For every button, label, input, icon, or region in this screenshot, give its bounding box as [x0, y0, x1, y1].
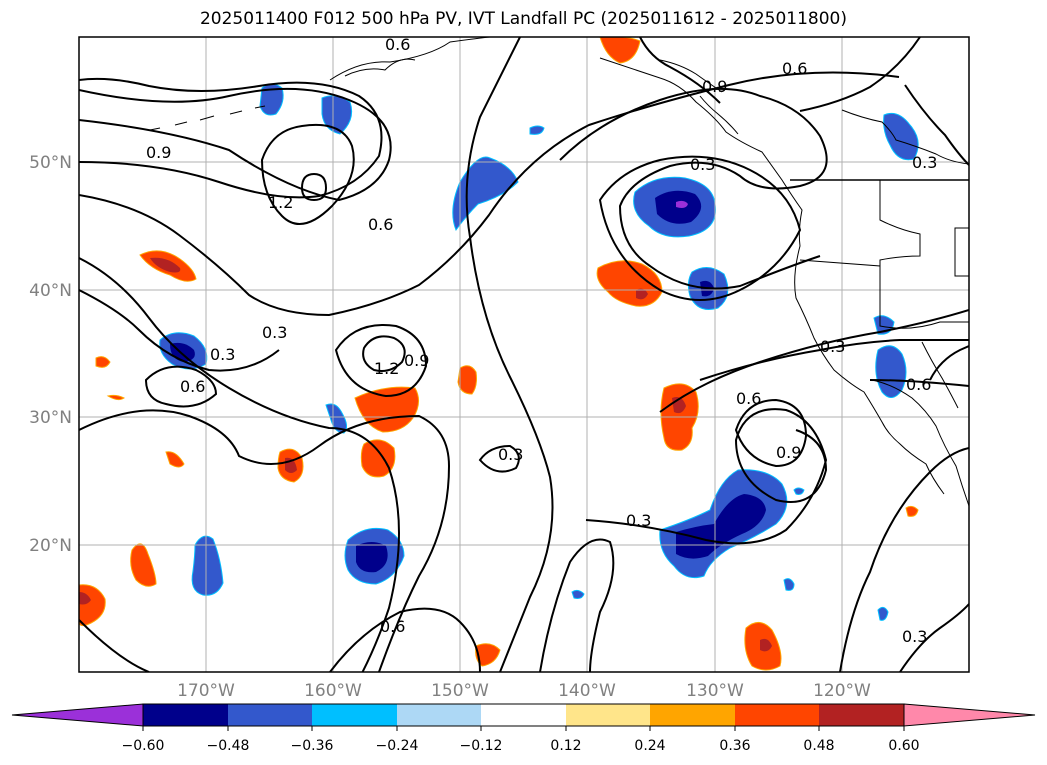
contour-label: 0.9 — [702, 77, 727, 96]
colorbar-cell — [566, 704, 650, 726]
shade-negative — [676, 200, 688, 208]
colorbar-tick-label: −0.60 — [122, 738, 165, 754]
contour-label: 0.3 — [820, 337, 845, 356]
lon-label-150w: 150°W — [431, 681, 489, 701]
latitude-labels: 50°N 40°N 30°N 20°N — [29, 153, 72, 556]
contour-label: 0.9 — [776, 443, 801, 462]
lon-label-140w: 140°W — [558, 681, 616, 701]
lon-label-170w: 170°W — [177, 681, 235, 701]
contour-label: 0.3 — [210, 345, 235, 364]
shade-negative — [325, 403, 348, 434]
contour-label: 0.3 — [902, 627, 927, 646]
shade-positive — [95, 356, 111, 368]
contour-label: 0.6 — [782, 59, 807, 78]
shade-negative — [783, 578, 795, 591]
lon-label-160w: 160°W — [304, 681, 362, 701]
shade-positive — [475, 643, 501, 667]
shade-negative — [793, 487, 805, 495]
lat-label-20n: 20°N — [29, 536, 72, 556]
map-frame — [78, 36, 970, 673]
colorbar-cell — [228, 704, 312, 726]
colorbar-cell — [735, 704, 819, 726]
colorbar-tick-label: 0.36 — [719, 738, 750, 754]
shade-negative — [875, 345, 907, 398]
contour-label: 0.3 — [262, 323, 287, 342]
colorbar-cell — [903, 703, 1036, 727]
lon-label-120w: 120°W — [813, 681, 871, 701]
contour-label: 0.3 — [912, 153, 937, 172]
contours — [79, 37, 969, 672]
contour-label: 0.6 — [380, 617, 405, 636]
longitude-labels: 170°W 160°W 150°W 140°W 130°W 120°W — [177, 681, 871, 701]
contour-label: 0.9 — [404, 351, 429, 370]
shade-negative — [883, 112, 919, 161]
lon-label-130w: 130°W — [686, 681, 744, 701]
map-panel: 0.6 0.9 1.2 0.6 0.3 0.3 0.6 1.2 0.9 0.3 … — [79, 35, 969, 672]
shade-positive — [599, 37, 641, 64]
map-title: 2025011400 F012 500 hPa PV, IVT Landfall… — [199, 9, 847, 29]
contour-label: 0.6 — [180, 377, 205, 396]
colorbar-tick-label: 0.12 — [550, 738, 581, 754]
shade-positive — [150, 257, 181, 273]
shade-positive — [905, 505, 919, 517]
contour-labels: 0.6 0.9 1.2 0.6 0.3 0.3 0.6 1.2 0.9 0.3 … — [146, 35, 937, 646]
colorbar-tick-label: 0.48 — [803, 738, 834, 754]
contour-label: 0.6 — [906, 375, 931, 394]
contour-label: 0.3 — [690, 155, 715, 174]
lat-label-30n: 30°N — [29, 408, 72, 428]
contour-label: 0.6 — [736, 389, 761, 408]
contour-label: 0.9 — [146, 143, 171, 162]
colorbar-cell — [397, 704, 481, 726]
lat-label-50n: 50°N — [29, 153, 72, 173]
contour-label: 1.2 — [268, 193, 293, 212]
shade-negative — [877, 606, 889, 621]
shade-negative — [356, 542, 388, 573]
shade-positive — [106, 394, 125, 401]
shade-positive — [165, 451, 185, 468]
colorbar-tick-label: 0.24 — [634, 738, 665, 754]
shade-negative — [529, 125, 545, 135]
shade-positive — [79, 592, 91, 605]
colorbar-cell — [819, 704, 904, 726]
lat-label-40n: 40°N — [29, 281, 72, 301]
colorbar-cell — [481, 704, 566, 726]
contour-label: 1.2 — [374, 359, 399, 378]
contour-label: 0.6 — [385, 35, 410, 54]
shade-positive — [636, 288, 648, 300]
colorbar: −0.60 −0.48 −0.36 −0.24 −0.12 0.12 0.24 … — [11, 703, 1036, 754]
shade-positive — [130, 543, 157, 587]
shade-positive — [760, 638, 772, 652]
shade-negative — [452, 156, 519, 232]
colorbar-cell — [143, 704, 228, 726]
contour-label: 0.3 — [498, 445, 523, 464]
shade-negative — [191, 535, 224, 596]
colorbar-tick-label: −0.12 — [460, 738, 503, 754]
colorbar-tick-label: −0.48 — [207, 738, 250, 754]
colorbar-cell — [312, 704, 397, 726]
gridlines — [79, 37, 969, 672]
colorbar-tick-label: 0.60 — [888, 738, 919, 754]
coastlines — [149, 37, 969, 507]
contour-label: 0.3 — [626, 511, 651, 530]
shade-positive — [360, 439, 396, 478]
shade-positive — [457, 365, 477, 395]
contour-label: 0.6 — [368, 215, 393, 234]
shade-negative — [571, 589, 585, 599]
colorbar-cell — [11, 703, 144, 727]
shade-negative — [676, 494, 766, 559]
colorbar-cell — [650, 704, 735, 726]
colorbar-tick-label: −0.36 — [291, 738, 334, 754]
colorbar-tick-label: −0.24 — [376, 738, 419, 754]
